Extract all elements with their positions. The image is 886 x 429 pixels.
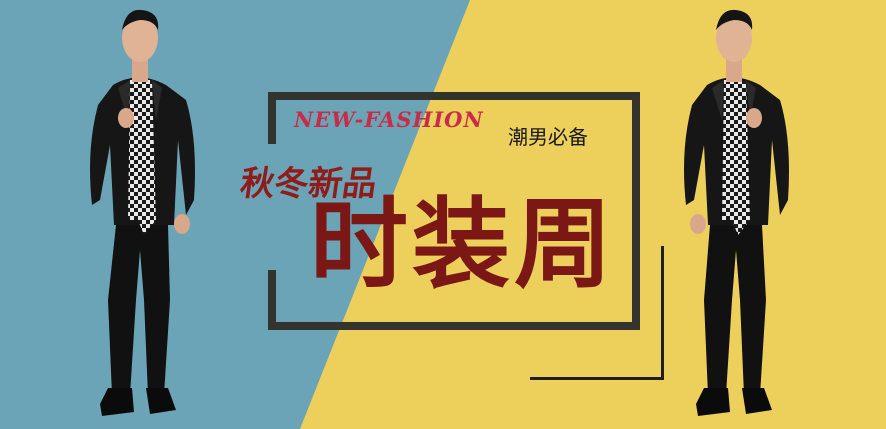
model-figure <box>684 9 789 416</box>
headline-text: 时装周 <box>310 188 617 302</box>
accent-vertical-line <box>661 246 664 380</box>
frame-right-bar <box>632 92 640 330</box>
model-right-image <box>662 0 812 429</box>
new-fashion-title: NEW-FASHION <box>294 107 484 132</box>
frame-bottom-left-bar <box>268 270 276 330</box>
model-figure <box>90 9 195 416</box>
frame-bottom-bar <box>268 322 640 330</box>
frame-top-bar <box>268 92 640 100</box>
frame-left-bar <box>268 92 276 144</box>
accent-horizontal-line <box>530 377 664 380</box>
model-left-image <box>78 0 228 429</box>
tagline-text: 潮男必备 <box>508 125 588 149</box>
